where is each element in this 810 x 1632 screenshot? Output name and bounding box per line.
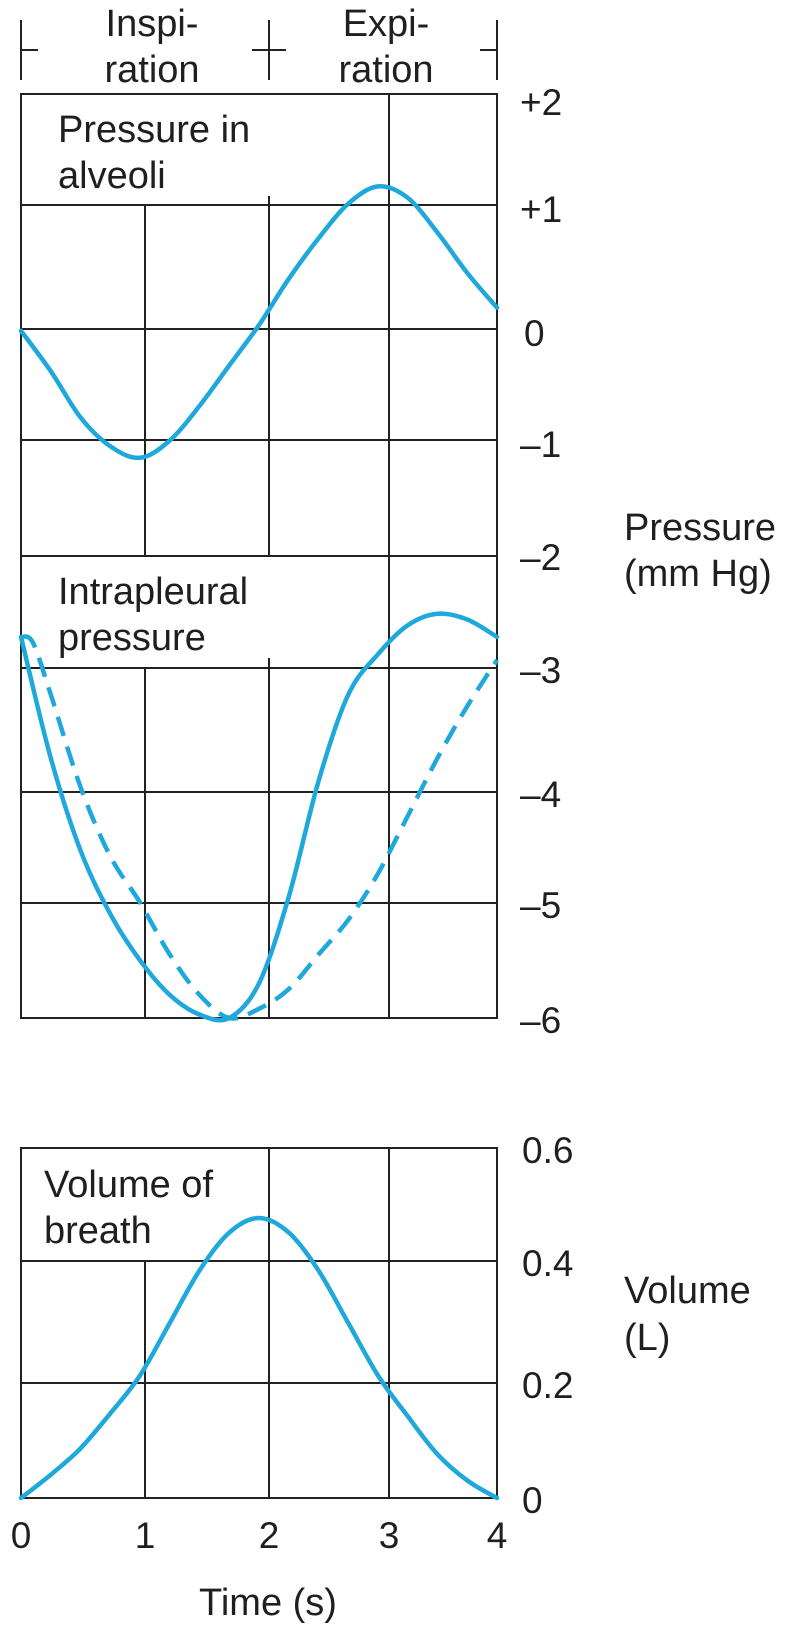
panel-intrapleural-title-line2: pressure (58, 617, 206, 659)
phase-inspiration-line1: Inspi- (106, 3, 199, 45)
time-tick-label: 0 (11, 1515, 32, 1556)
panel-volume: Volume of breath (18, 1147, 500, 1501)
phase-expiration-line1: Expi- (343, 3, 430, 45)
pressure-tick-label: –2 (520, 537, 561, 578)
panel-alveolar-title-line2: alveoli (58, 155, 166, 197)
volume-axis: 0.6 0.4 0.2 0 Volume (L) (522, 1130, 751, 1521)
time-axis: 0 1 2 3 4 Time (s) (11, 1515, 508, 1624)
curve-series-solid (18, 1215, 500, 1501)
volume-tick-label: 0.6 (522, 1130, 573, 1171)
panel-title-backdrop (54, 566, 294, 658)
panel-alveolar-title-line1: Pressure in (58, 109, 250, 151)
volume-tick-label: 0.2 (522, 1365, 573, 1406)
pressure-tick-label: –1 (520, 424, 561, 465)
panel-intrapleural-frame (20, 555, 498, 1019)
volume-tick-label: 0 (522, 1480, 543, 1521)
phase-inspiration-line2: ration (104, 49, 199, 91)
panel-volume-frame (20, 1147, 498, 1499)
pressure-tick-label: –4 (520, 774, 561, 815)
panel-title-backdrop (40, 1158, 258, 1252)
pressure-tick-label: +1 (520, 189, 562, 230)
time-axis-title: Time (s) (199, 1582, 337, 1624)
pressure-tick-label: –3 (520, 650, 561, 691)
panel-volume-curves (18, 1215, 500, 1501)
phase-expiration-line2: ration (338, 49, 433, 91)
pressure-tick-label: –6 (520, 1000, 561, 1041)
time-tick-label: 3 (379, 1515, 400, 1556)
panel-title-backdrop (54, 104, 304, 196)
panel-alveolar-curves (18, 184, 500, 461)
panel-alveolar-pressure: Pressure in alveoli (18, 93, 500, 557)
curve-series-dashed (20, 634, 499, 1021)
pressure-tick-label: 0 (524, 313, 545, 354)
curve-series-solid (18, 611, 500, 1023)
curve-series-solid (18, 184, 500, 461)
panel-intrapleural-curves (18, 611, 500, 1023)
volume-tick-label: 0.4 (522, 1243, 573, 1284)
time-tick-label: 4 (487, 1515, 508, 1556)
panel-intrapleural-pressure: Intrapleural pressure (18, 555, 500, 1023)
time-tick-label: 2 (259, 1515, 280, 1556)
pressure-tick-label: –5 (520, 885, 561, 926)
panel-volume-title-line2: breath (44, 1210, 152, 1252)
phase-markers: Inspi- ration Expi- ration (20, 3, 498, 91)
pressure-axis-title-line1: Pressure (624, 507, 776, 549)
panel-intrapleural-title-line1: Intrapleural (58, 571, 248, 613)
pressure-tick-label: +2 (520, 82, 562, 123)
panel-volume-title-line1: Volume of (44, 1164, 213, 1206)
volume-axis-title-line1: Volume (624, 1270, 751, 1312)
pressure-axis: +2 +1 0 –1 –2 –3 –4 –5 –6 Pressure (mm H… (520, 82, 776, 1041)
pressure-axis-title-line2: (mm Hg) (624, 553, 772, 595)
time-tick-label: 1 (135, 1515, 156, 1556)
volume-axis-title-line2: (L) (624, 1317, 670, 1359)
